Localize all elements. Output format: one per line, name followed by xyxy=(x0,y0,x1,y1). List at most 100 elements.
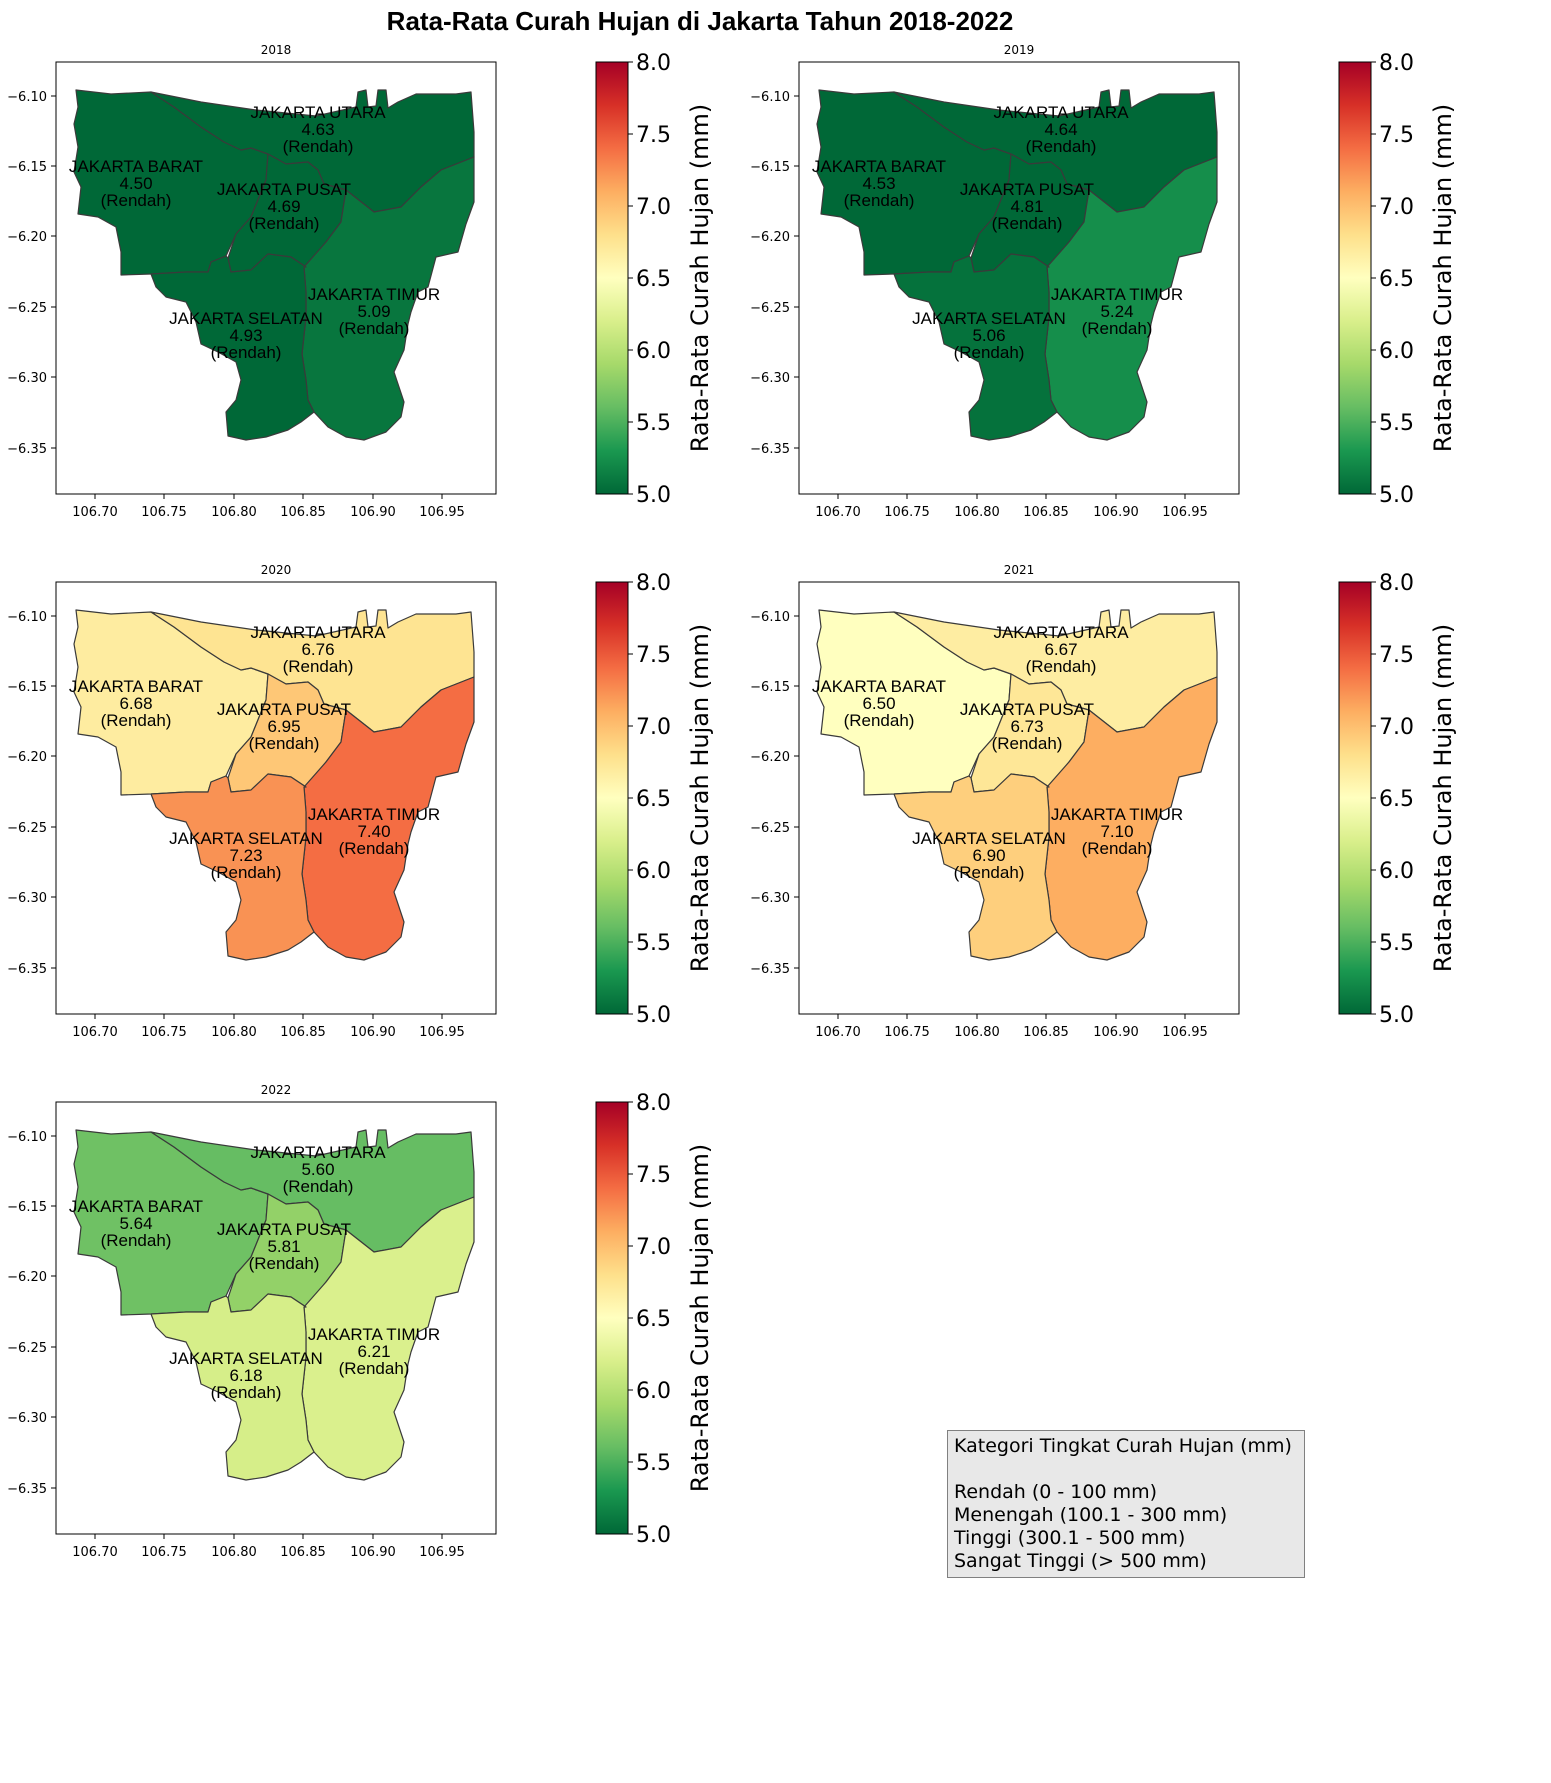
region-category: (Rendah) xyxy=(954,863,1025,882)
region-name: JAKARTA PUSAT xyxy=(960,700,1094,719)
region-category: (Rendah) xyxy=(992,734,1063,753)
region-label-utara: JAKARTA UTARA 6.76 (Rendah) xyxy=(250,623,386,676)
region-value: 5.24 xyxy=(1100,302,1133,321)
x-tick-label: 106.80 xyxy=(954,1025,1000,1040)
region-label-selatan: JAKARTA SELATAN 4.93 (Rendah) xyxy=(169,309,323,362)
legend-item-sangat-tinggi: Sangat Tinggi (> 500 mm) xyxy=(954,1550,1207,1572)
legend-item-tinggi: Tinggi (300.1 - 500 mm) xyxy=(954,1527,1186,1549)
colorbar-gradient xyxy=(595,581,629,1015)
region-category: (Rendah) xyxy=(844,191,915,210)
colorbar-label: Rata-Rata Curah Hujan (mm) xyxy=(686,1144,714,1493)
y-tick-label: −6.20 xyxy=(7,1270,47,1285)
colorbar-tick-label: 5.0 xyxy=(636,1523,671,1548)
region-name: JAKARTA UTARA xyxy=(250,623,386,642)
region-name: JAKARTA UTARA xyxy=(250,1143,386,1162)
region-value: 5.64 xyxy=(119,1214,152,1233)
colorbar-tick-label: 5.5 xyxy=(1379,931,1414,956)
x-tick-label: 106.95 xyxy=(419,1545,465,1560)
region-label-selatan: JAKARTA SELATAN 7.23 (Rendah) xyxy=(169,829,323,882)
region-category: (Rendah) xyxy=(101,711,172,730)
y-tick-label: −6.35 xyxy=(7,962,47,977)
y-tick-label: −6.20 xyxy=(750,750,790,765)
legend-item-rendah: Rendah (0 - 100 mm) xyxy=(954,1481,1158,1503)
figure-title: Rata-Rata Curah Hujan di Jakarta Tahun 2… xyxy=(387,6,1014,36)
x-tick-label: 106.75 xyxy=(884,505,930,520)
region-selatan xyxy=(150,253,315,441)
region-category: (Rendah) xyxy=(992,214,1063,233)
region-name: JAKARTA SELATAN xyxy=(169,829,323,848)
axes-frame xyxy=(55,1101,497,1535)
region-value: 7.10 xyxy=(1100,822,1133,841)
region-category: (Rendah) xyxy=(1082,839,1153,858)
x-tick-label: 106.90 xyxy=(1093,505,1139,520)
region-category: (Rendah) xyxy=(283,657,354,676)
region-utara xyxy=(893,609,1218,733)
colorbar-tick-label: 7.5 xyxy=(636,1163,671,1188)
region-category: (Rendah) xyxy=(101,1231,172,1250)
panel-title: 2021 xyxy=(1004,563,1035,577)
region-name: JAKARTA SELATAN xyxy=(912,829,1066,848)
y-tick-label: −6.25 xyxy=(7,1341,47,1356)
region-label-selatan: JAKARTA SELATAN 5.06 (Rendah) xyxy=(912,309,1066,362)
x-tick-label: 106.85 xyxy=(280,1545,326,1560)
region-label-timur: JAKARTA TIMUR 6.21 (Rendah) xyxy=(308,1325,440,1378)
colorbar-tick-label: 8.0 xyxy=(636,1091,671,1116)
region-name: JAKARTA TIMUR xyxy=(308,285,440,304)
region-name: JAKARTA TIMUR xyxy=(1051,285,1183,304)
region-label-utara: JAKARTA UTARA 4.63 (Rendah) xyxy=(250,103,386,156)
region-label-pusat: JAKARTA PUSAT 4.81 (Rendah) xyxy=(960,180,1094,233)
colorbar: 5.0 5.5 6.0 6.5 7.0 7.5 8.0 Rata-Rata Curah Huj… xyxy=(595,51,714,508)
region-category: (Rendah) xyxy=(211,863,282,882)
region-name: JAKARTA TIMUR xyxy=(1051,805,1183,824)
region-name: JAKARTA UTARA xyxy=(993,103,1129,122)
colorbar-tick-label: 7.5 xyxy=(1379,123,1414,148)
x-tick-label: 106.70 xyxy=(72,1025,118,1040)
region-value: 4.63 xyxy=(301,120,334,139)
y-tick-label: −6.30 xyxy=(7,891,47,906)
region-category: (Rendah) xyxy=(283,137,354,156)
region-value: 7.23 xyxy=(229,846,262,865)
x-tick-label: 106.90 xyxy=(350,1025,396,1040)
colorbar-label: Rata-Rata Curah Hujan (mm) xyxy=(1429,104,1457,453)
x-tick-label: 106.70 xyxy=(815,1025,861,1040)
colorbar: 5.0 5.5 6.0 6.5 7.0 7.5 8.0 Rata-Rata Curah Huj… xyxy=(595,571,714,1028)
region-category: (Rendah) xyxy=(339,319,410,338)
y-tick-label: −6.30 xyxy=(7,371,47,386)
colorbar-tick-label: 5.5 xyxy=(636,411,671,436)
y-tick-label: −6.15 xyxy=(750,160,790,175)
region-label-barat: JAKARTA BARAT 4.50 (Rendah) xyxy=(69,157,203,210)
colorbar-tick-label: 6.0 xyxy=(1379,859,1414,884)
colorbar-tick-label: 6.0 xyxy=(636,859,671,884)
colorbar-tick-label: 7.0 xyxy=(636,195,671,220)
region-name: JAKARTA BARAT xyxy=(812,677,946,696)
region-category: (Rendah) xyxy=(844,711,915,730)
colorbar-tick-label: 6.5 xyxy=(1379,787,1414,812)
region-category: (Rendah) xyxy=(249,734,320,753)
region-name: JAKARTA SELATAN xyxy=(912,309,1066,328)
y-tick-label: −6.15 xyxy=(7,160,47,175)
region-name: JAKARTA BARAT xyxy=(812,157,946,176)
region-category: (Rendah) xyxy=(339,839,410,858)
y-tick-label: −6.10 xyxy=(750,610,790,625)
region-value: 6.21 xyxy=(357,1342,390,1361)
region-name: JAKARTA BARAT xyxy=(69,1197,203,1216)
region-value: 4.64 xyxy=(1044,120,1077,139)
region-category: (Rendah) xyxy=(1082,319,1153,338)
axes-frame xyxy=(55,581,497,1015)
region-value: 5.81 xyxy=(267,1237,300,1256)
region-value: 6.90 xyxy=(972,846,1005,865)
y-tick-label: −6.35 xyxy=(7,442,47,457)
y-tick-label: −6.30 xyxy=(750,891,790,906)
panel-title: 2020 xyxy=(261,563,292,577)
region-selatan xyxy=(893,253,1058,441)
region-value: 7.40 xyxy=(357,822,390,841)
y-tick-label: −6.10 xyxy=(7,90,47,105)
region-category: (Rendah) xyxy=(101,191,172,210)
region-category: (Rendah) xyxy=(339,1359,410,1378)
region-name: JAKARTA PUSAT xyxy=(217,700,351,719)
region-utara xyxy=(150,1129,475,1253)
x-tick-label: 106.85 xyxy=(1023,1025,1069,1040)
y-tick-label: −6.25 xyxy=(7,301,47,316)
region-label-pusat: JAKARTA PUSAT 5.81 (Rendah) xyxy=(217,1220,351,1273)
